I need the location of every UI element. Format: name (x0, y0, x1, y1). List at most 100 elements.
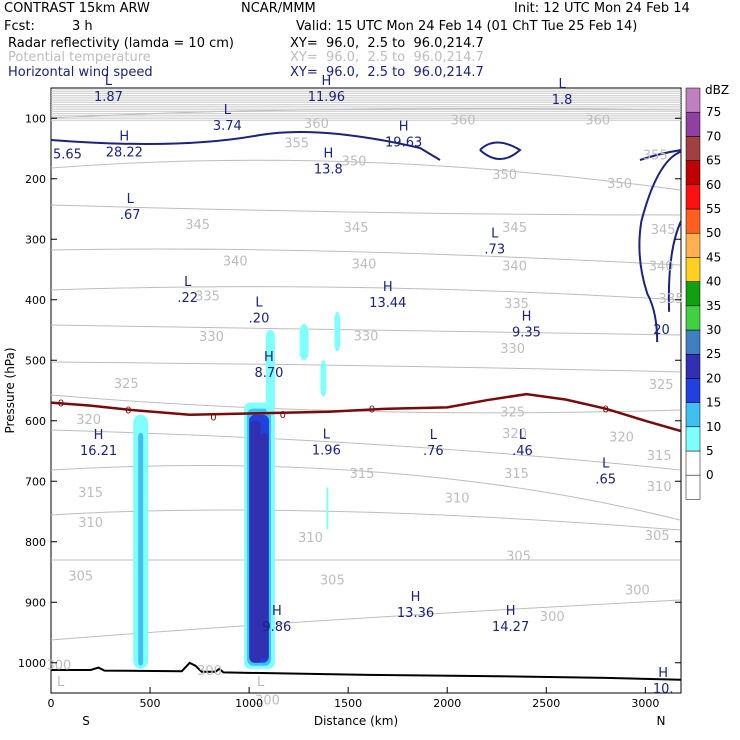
theta-label: 335 (659, 292, 684, 307)
wind-extremum-value: .67 (120, 208, 141, 223)
theta-label: 355 (643, 149, 668, 164)
x-axis-north-label: N (657, 714, 666, 728)
theta-label: 330 (199, 330, 224, 345)
freezing-label: 0 (58, 399, 64, 410)
freezing-line (51, 392, 681, 433)
colorbar-swatch (685, 474, 701, 500)
theta-label: 320 (76, 413, 101, 428)
theta-label: 360 (585, 113, 610, 128)
wind-extremum-kind: L (184, 275, 192, 290)
field-label-reflectivity: Radar reflectivity (lamda = 10 cm) (8, 36, 234, 51)
field-label-wind: Horizontal wind speed (8, 65, 153, 80)
colorbar-swatch (685, 87, 701, 113)
y-tick-label: 1000 (18, 657, 46, 670)
wind-extremum-kind: L (105, 74, 113, 89)
theta-label: 335 (504, 297, 529, 312)
y-tick-label: 300 (25, 233, 46, 246)
theta-label: 305 (645, 529, 670, 544)
freezing-label: 0 (603, 405, 609, 416)
colorbar-swatch (685, 450, 701, 476)
y-tick-label: 400 (25, 294, 46, 307)
colorbar-label: 20 (706, 371, 721, 385)
wind-extremum-kind: H (94, 428, 104, 443)
theta-label: 300 (625, 584, 650, 599)
colorbar: 0 5 10 15 20 25 30 35 40 45 50 55 60 65 70 75 dBZ (685, 83, 729, 500)
plot-annotations: 360 360 360 355 355 350 350 350 345 345 345 345 340 3… (47, 74, 684, 709)
theta-label: 345 (502, 221, 527, 236)
wind-extremum-value: 16.21 (80, 444, 117, 459)
colorbar-label: 5 (706, 444, 714, 458)
theta-label: 335 (195, 290, 220, 305)
theta-contour (51, 108, 681, 119)
colorbar-label: 10 (706, 420, 721, 434)
wind-extremum-kind: H (321, 74, 331, 89)
colorbar-label: 50 (706, 226, 721, 240)
theta-label: 330 (500, 342, 525, 357)
wind-extremum-kind: H (506, 604, 516, 619)
theta-label: 340 (352, 257, 377, 272)
contour-label: 300 (255, 694, 280, 709)
wind-extremum-kind: L (255, 296, 263, 311)
colorbar-label: 55 (706, 202, 721, 216)
colorbar-label: 25 (706, 347, 721, 361)
reflectivity-area (261, 432, 268, 660)
wind-extremum-value: 9.35 (512, 325, 541, 340)
model-title: CONTRAST 15km ARW (4, 1, 150, 16)
forecast-value: 3 h (72, 19, 93, 34)
reflectivity-area (320, 360, 327, 397)
colorbar-swatch (685, 208, 701, 234)
init-time: Init: 12 UTC Mon 24 Feb 14 (514, 1, 690, 16)
wind-extremum-kind: H (272, 604, 282, 619)
field-xy-reflectivity: XY= 96.0, 2.5 to 96.0,214.7 (290, 36, 484, 51)
wind-extremum-value: 28.22 (106, 146, 143, 161)
reflectivity-area (326, 487, 329, 530)
wind-extremum-kind: L (323, 427, 331, 442)
wind-extremum-value: .20 (249, 312, 270, 327)
theta-contour (51, 159, 681, 191)
wind-extremum-kind: L (602, 456, 610, 471)
freezing-label: 0 (210, 413, 216, 424)
theta-label: 340 (502, 259, 527, 274)
wind-extremum-value: 10. (653, 682, 674, 697)
x-tick-label: 500 (140, 697, 161, 710)
wind-extremum-value: 1.8 (552, 93, 573, 108)
wind-extremum-value: 19.63 (385, 135, 422, 150)
wind-extremum-value: 13.36 (397, 606, 434, 621)
contour-label: 20 (653, 323, 670, 338)
theta-label: 345 (651, 223, 676, 238)
freezing-label: 0 (125, 405, 131, 416)
wind-extremum-value: 11.96 (308, 90, 345, 105)
colorbar-label: 45 (706, 250, 721, 264)
theta-label: 300 (197, 664, 222, 679)
colorbar-label: 65 (706, 154, 721, 168)
y-tick-label: 500 (25, 354, 46, 367)
theta-label: 310 (298, 531, 323, 546)
wind-extremum-value: 3.74 (213, 119, 242, 134)
theta-label: 345 (185, 218, 210, 233)
theta-label: 360 (451, 113, 476, 128)
theta-label: 310 (78, 516, 103, 531)
wind-contours (51, 130, 681, 343)
wind-extremum-kind: H (383, 280, 393, 295)
contour-label: L (57, 675, 65, 690)
wind-extremum-kind: L (224, 103, 232, 118)
wind-extremum-value: .76 (423, 444, 444, 459)
colorbar-label: 35 (706, 299, 721, 313)
theta-contour (51, 286, 681, 301)
center-name: NCAR/MMM (241, 1, 316, 16)
theta-label: 350 (607, 177, 632, 192)
theta-label: 325 (649, 378, 674, 393)
theta-label: 350 (492, 168, 517, 183)
field-label-theta: Potential temperature (8, 50, 151, 65)
x-tick-label: 2500 (532, 697, 560, 710)
theta-label: 325 (114, 377, 139, 392)
colorbar-swatch (685, 378, 701, 403)
valid-time: Valid: 15 UTC Mon 24 Feb 14 (01 ChT Tue … (296, 19, 638, 34)
colorbar-swatch (685, 353, 701, 379)
theta-label: 355 (284, 136, 309, 151)
colorbar-swatch (685, 305, 701, 331)
plot-frame (50, 87, 682, 694)
wind-extremum-kind: H (658, 666, 668, 681)
theta-label: 320 (609, 430, 634, 445)
